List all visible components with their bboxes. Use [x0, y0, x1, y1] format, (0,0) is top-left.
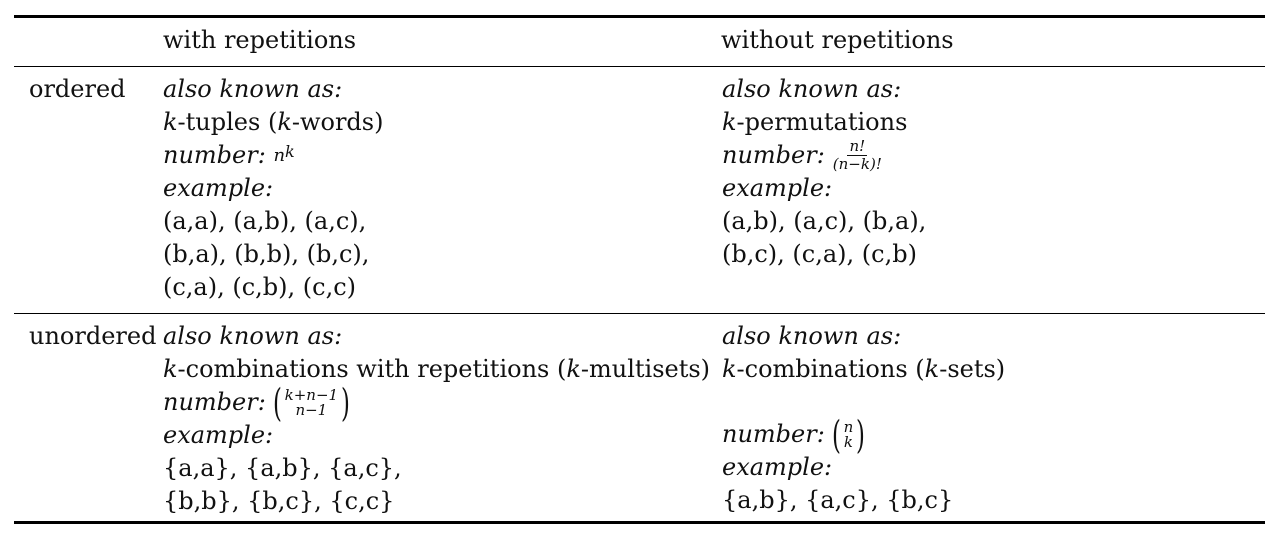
bottom-rule [14, 521, 1265, 524]
number-line: number: n! (n−k)! [722, 139, 926, 172]
left-paren: ( [831, 412, 841, 457]
header-with-label: with repetitions [163, 26, 357, 54]
row-label-ordered: ordered [29, 73, 126, 106]
binomial-stack: n k [843, 417, 854, 451]
number-label: number: [163, 388, 266, 416]
aka-var: k [924, 355, 940, 383]
header-without-label: without repetitions [721, 26, 954, 54]
aka-var: k [277, 108, 292, 136]
aka-text: -combinations with repetitions ( [177, 355, 567, 383]
header-rule [14, 66, 1265, 67]
binomial-coefficient: ( k+n−1 n−1 ) [270, 384, 353, 422]
number-fraction: n! (n−k)! [831, 139, 884, 172]
aka-value: k -permutations [722, 106, 926, 139]
number-line: number: ( n k ) [722, 416, 1005, 454]
aka-text: -words) [291, 108, 384, 136]
example-line: {b,b}, {b,c}, {c,c} [163, 487, 395, 515]
header-with-repetitions: with repetitions [163, 24, 356, 57]
number-label: number: [722, 420, 825, 448]
example-line: (a,b), (a,c), (b,a), [722, 207, 927, 235]
aka-value: k -combinations with repetitions (k -multi… [163, 353, 710, 386]
example-line: {a,b}, {a,c}, {b,c} [722, 486, 954, 514]
top-rule [14, 15, 1265, 18]
binomial-top: n [843, 417, 854, 436]
aka-var: k [566, 355, 581, 383]
aka-label: also known as: [722, 322, 902, 350]
binomial-bottom: k [843, 432, 853, 451]
right-paren: ) [341, 380, 350, 425]
example-line: (b,a), (b,b), (b,c), [163, 240, 370, 268]
number-exponent: k [285, 142, 295, 161]
row-label-ordered-text: ordered [29, 75, 126, 103]
number-label: number: [722, 141, 825, 169]
fraction-numerator: n! [847, 137, 868, 156]
row-separator-rule [14, 313, 1265, 314]
binomial-stack: k+n−1 n−1 [284, 385, 339, 419]
example-line: {a,a}, {a,b}, {a,c}, [163, 454, 402, 482]
row-label-unordered-text: unordered [29, 322, 157, 350]
example-label: example: [722, 453, 833, 481]
cell-ordered-without: also known as: k -permutations number: n!… [722, 73, 926, 271]
right-paren: ) [856, 412, 866, 457]
binomial-bottom: n−1 [295, 400, 328, 419]
aka-text: -permutations [736, 108, 908, 136]
cell-unordered-without: also known as: k -combinations (k -sets) n… [722, 320, 1005, 517]
example-line: (c,a), (c,b), (c,c) [163, 273, 357, 301]
example-label: example: [163, 421, 274, 449]
left-paren: ( [272, 380, 282, 425]
aka-text: -combinations ( [736, 355, 925, 383]
header-without-repetitions: without repetitions [721, 24, 954, 57]
row-label-unordered: unordered [29, 320, 156, 353]
number-line: number: ( k+n−1 n−1 ) [163, 384, 710, 422]
aka-text: -tuples ( [177, 108, 278, 136]
example-line: (b,c), (c,a), (c,b) [722, 240, 917, 268]
binomial-top: k+n−1 [284, 385, 339, 404]
number-label: number: [163, 141, 266, 169]
example-label: example: [163, 174, 274, 202]
aka-label: also known as: [163, 75, 343, 103]
binomial-coefficient: ( n k ) [829, 416, 868, 454]
aka-value: k -combinations (k -sets) [722, 353, 1005, 386]
aka-text: -sets) [939, 355, 1006, 383]
aka-var: k [163, 355, 178, 383]
aka-var: k [163, 108, 178, 136]
aka-label: also known as: [722, 75, 902, 103]
aka-value: k -tuples (k -words) [163, 106, 383, 139]
aka-text: -multisets) [580, 355, 711, 383]
aka-label: also known as: [163, 322, 343, 350]
cell-unordered-with: also known as: k -combinations with repet… [163, 320, 710, 518]
fraction-denominator: (n−k)! [832, 155, 882, 173]
number-base: n [273, 145, 286, 166]
example-line: (a,a), (a,b), (a,c), [163, 207, 367, 235]
aka-var: k [722, 355, 737, 383]
cell-ordered-with: also known as: k -tuples (k -words) number… [163, 73, 383, 304]
example-label: example: [722, 174, 833, 202]
aka-var: k [722, 108, 737, 136]
